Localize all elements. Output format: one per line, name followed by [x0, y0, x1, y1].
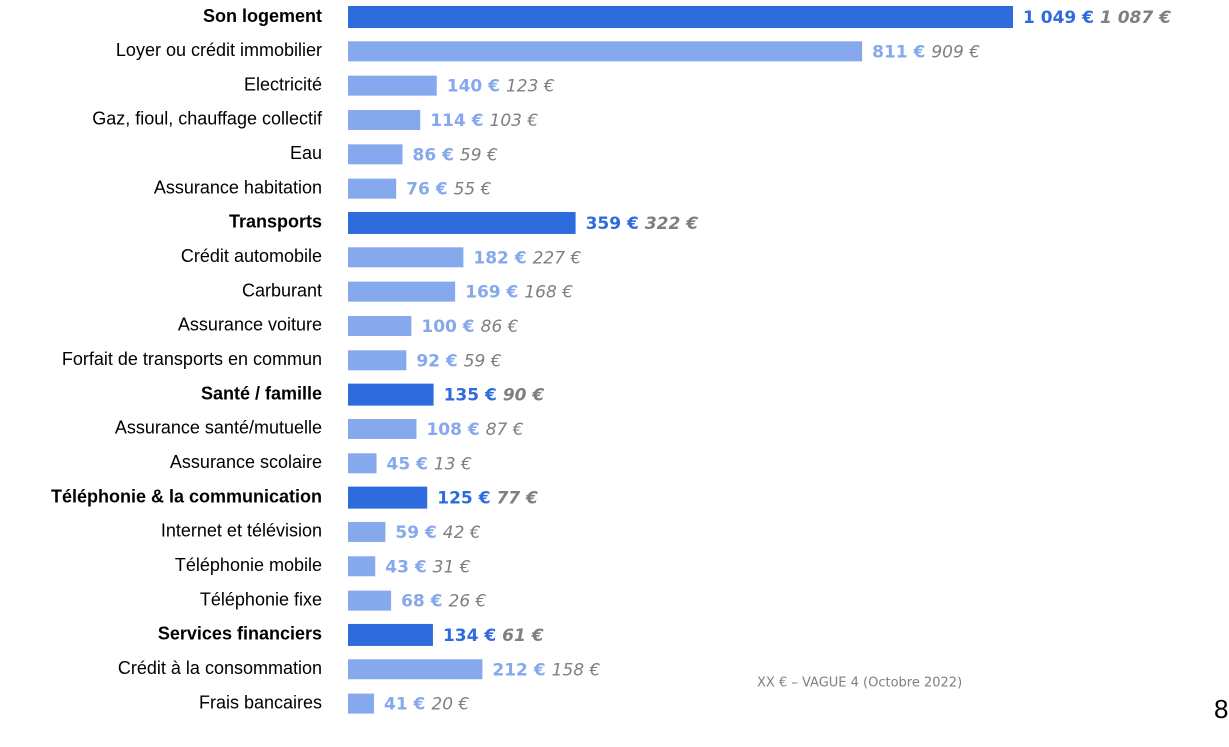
previous-value-label: 87 €: [486, 420, 524, 440]
previous-value-label: 55 €: [454, 180, 492, 200]
category-label: Loyer ou crédit immobilier: [116, 40, 322, 60]
category-label: Gaz, fioul, chauffage collectif: [92, 109, 323, 129]
value-label: 1 049 €: [1023, 8, 1094, 28]
category-label: Téléphonie fixe: [200, 589, 322, 609]
previous-value-label: 322 €: [645, 214, 698, 234]
category-label: Eau: [290, 143, 322, 163]
value-label: 68 €: [401, 592, 442, 612]
category-label: Frais bancaires: [199, 692, 322, 712]
bar: [348, 281, 456, 302]
value-label: 169 €: [465, 283, 518, 303]
value-label: 182 €: [473, 248, 526, 268]
bar: [348, 453, 377, 474]
bar: [348, 418, 417, 439]
bar: [348, 41, 863, 62]
category-label: Services financiers: [158, 624, 322, 644]
bar: [348, 486, 428, 509]
previous-value-label: 168 €: [524, 283, 573, 303]
previous-value-label: 59 €: [464, 351, 502, 371]
bar: [348, 590, 392, 611]
previous-value-label: 31 €: [433, 557, 471, 577]
bar: [348, 75, 437, 96]
bar: [348, 521, 386, 542]
bar: [348, 556, 376, 577]
category-label: Forfait de transports en commun: [62, 349, 322, 369]
previous-value-label: 59 €: [460, 145, 498, 165]
category-label: Assurance scolaire: [170, 452, 322, 472]
previous-value-label: 86 €: [481, 317, 519, 337]
value-label: 76 €: [406, 180, 447, 200]
category-label: Crédit automobile: [181, 246, 322, 266]
previous-value-label: 20 €: [431, 695, 469, 715]
category-label: Assurance voiture: [178, 315, 322, 335]
bar: [348, 144, 403, 165]
bar: [348, 693, 374, 714]
value-label: 114 €: [430, 111, 483, 131]
value-label: 92 €: [416, 351, 457, 371]
previous-value-label: 158 €: [552, 660, 601, 680]
previous-value-label: 26 €: [449, 592, 487, 612]
previous-value-label: 103 €: [490, 111, 539, 131]
category-label: Crédit à la consommation: [118, 658, 322, 678]
value-label: 41 €: [384, 695, 425, 715]
category-label: Santé / famille: [201, 383, 322, 403]
bar: [348, 350, 407, 371]
bar: [348, 6, 1013, 28]
previous-value-label: 909 €: [931, 42, 980, 62]
value-label: 108 €: [426, 420, 479, 440]
previous-value-label: 61 €: [502, 626, 544, 646]
bar: [348, 315, 412, 336]
value-label: 59 €: [395, 523, 436, 543]
previous-value-label: 77 €: [496, 489, 538, 509]
previous-value-label: 42 €: [443, 523, 481, 543]
bar: [348, 178, 397, 199]
value-label: 140 €: [447, 77, 500, 97]
category-label: Electricité: [244, 74, 322, 94]
value-label: 135 €: [444, 386, 497, 406]
bar: [348, 247, 464, 268]
category-label: Téléphonie & la communication: [51, 486, 322, 506]
category-label: Transports: [229, 212, 322, 232]
value-label: 134 €: [443, 626, 496, 646]
bar: [348, 623, 433, 646]
footnote: XX € – VAGUE 4 (Octobre 2022): [757, 676, 962, 691]
bar: [348, 109, 421, 130]
bar: [348, 211, 576, 234]
bar: [348, 383, 434, 406]
category-label: Assurance habitation: [154, 177, 322, 197]
value-label: 45 €: [387, 454, 428, 474]
value-label: 125 €: [437, 489, 490, 509]
value-label: 811 €: [872, 42, 925, 62]
previous-value-label: 13 €: [434, 454, 472, 474]
category-label: Son logement: [203, 6, 322, 26]
value-label: 212 €: [492, 660, 545, 680]
value-label: 86 €: [413, 145, 454, 165]
previous-value-label: 1 087 €: [1100, 8, 1171, 28]
value-label: 359 €: [586, 214, 639, 234]
previous-value-label: 123 €: [506, 77, 555, 97]
previous-value-label: 227 €: [533, 248, 582, 268]
category-label: Assurance santé/mutuelle: [115, 418, 322, 438]
value-label: 100 €: [421, 317, 474, 337]
previous-value-label: 90 €: [503, 386, 545, 406]
category-label: Internet et télévision: [161, 521, 322, 541]
category-label: Téléphonie mobile: [175, 555, 322, 575]
category-label: Carburant: [242, 280, 322, 300]
bar: [348, 659, 483, 680]
value-label: 43 €: [385, 557, 426, 577]
page-number: 8: [1214, 694, 1228, 724]
